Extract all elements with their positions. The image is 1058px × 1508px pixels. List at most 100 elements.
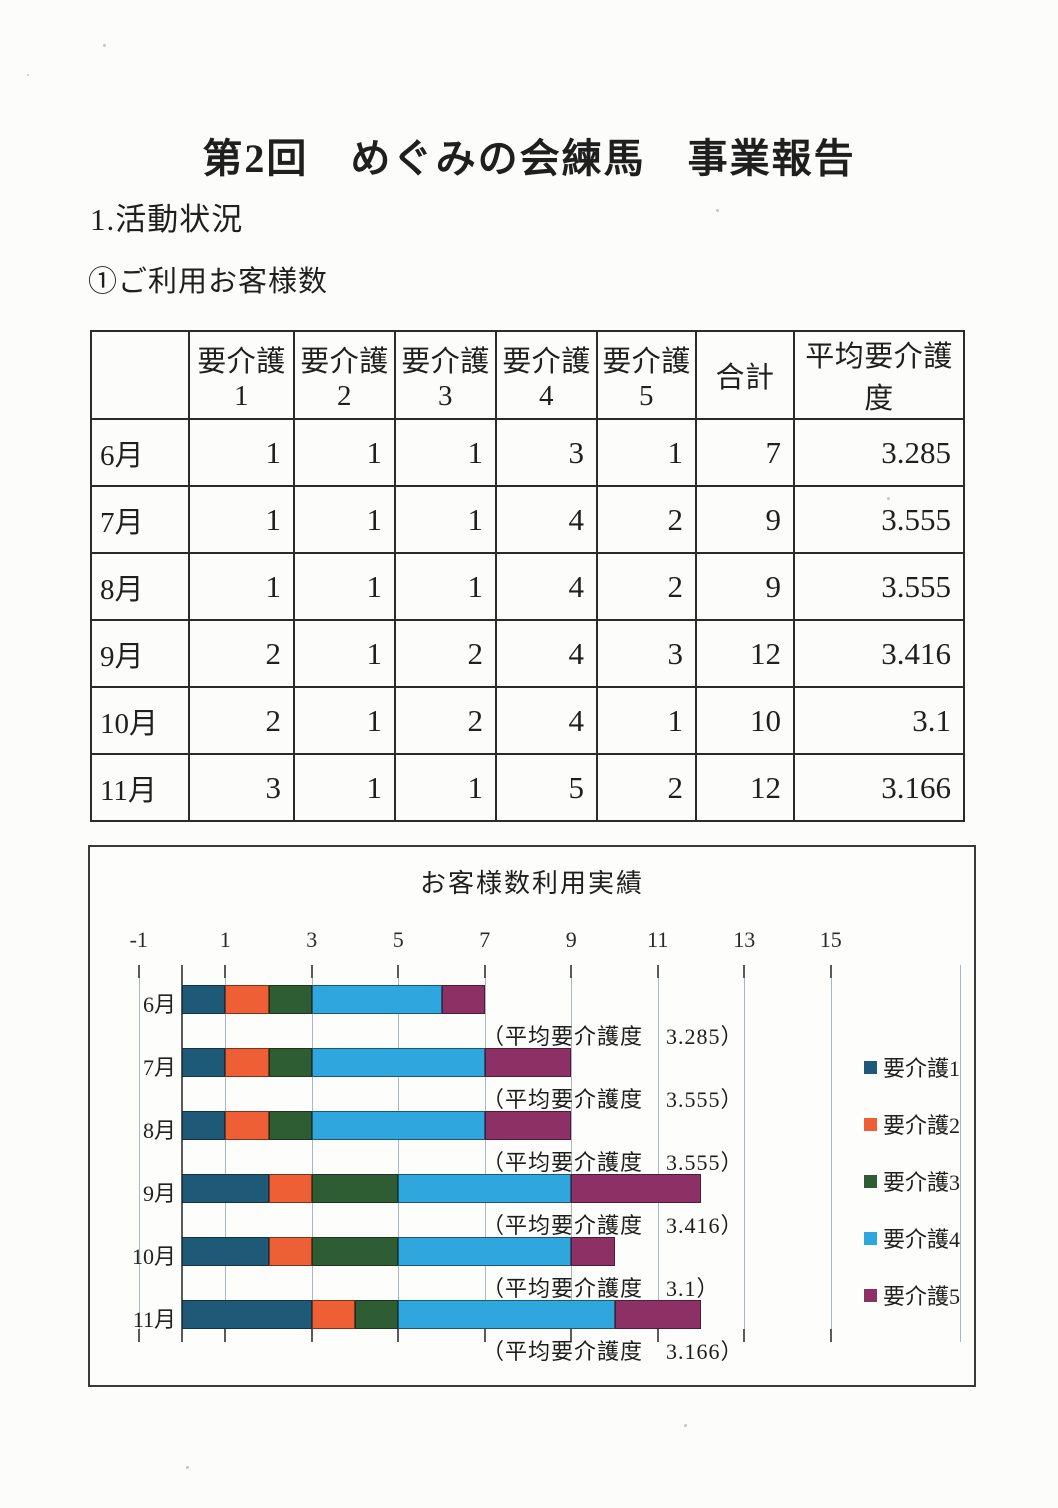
bar-segment-要介護3 [311, 1174, 399, 1203]
bar-segment-要介護4 [311, 985, 442, 1014]
value-cell: 3 [596, 619, 697, 688]
table-row: 7月 1 1 1 4 2 9 3.555 [90, 485, 965, 554]
bar-row [182, 1048, 572, 1077]
category-label: 11月 [132, 1307, 176, 1332]
bar-segment-要介護3 [268, 985, 312, 1014]
x-axis-label: 1 [219, 927, 231, 952]
tick-mark [137, 1329, 140, 1342]
value-cell: 2 [596, 753, 697, 822]
value-cell: 2 [394, 686, 497, 755]
column-header: 要介護4 [495, 330, 598, 420]
value-cell: 1 [394, 485, 497, 554]
chart-legend: 要介護1 要介護2 要介護3 要介護4 要介護5 [864, 1054, 960, 1339]
scan-speck [716, 209, 719, 212]
value-cell: 3.416 [793, 619, 965, 688]
usage-table-body: 6月 1 1 1 3 1 7 3.285 7月 1 1 1 4 2 9 3.555 8月 1 1 1 4 2 9 3.555 9… [90, 418, 965, 822]
column-header [90, 330, 190, 420]
category-label: 8月 [142, 1118, 176, 1143]
bar-segment-要介護3 [268, 1048, 312, 1077]
value-cell: 1 [596, 686, 697, 755]
value-cell: 2 [394, 619, 497, 688]
value-cell: 1 [293, 753, 396, 822]
legend-label: 要介護2 [883, 1113, 961, 1138]
average-annotation: （平均要介護度 3.416） [482, 1213, 744, 1238]
value-cell: 1 [188, 552, 295, 621]
column-header: 合計 [695, 330, 795, 420]
legend-label: 要介護1 [883, 1056, 961, 1081]
tick-mark [743, 1329, 746, 1342]
legend-item: 要介護2 [864, 1111, 961, 1138]
value-cell: 4 [495, 552, 598, 621]
table-header-row: 要介護1 要介護2 要介護3 要介護4 要介護5 合計 平均要介護度 [90, 330, 965, 420]
month-cell: 6月 [90, 418, 190, 487]
bar-segment-要介護1 [182, 1174, 269, 1203]
average-annotation: （平均要介護度 3.166） [482, 1339, 744, 1364]
bar-segment-要介護2 [225, 1111, 269, 1140]
care-level-table: 要介護1 要介護2 要介護3 要介護4 要介護5 合計 平均要介護度 6月 1 1 1 3 1 7 3.2… [90, 330, 965, 822]
value-cell: 10 [695, 686, 795, 755]
tick-mark [483, 965, 486, 978]
value-cell: 4 [495, 619, 598, 688]
gridline [744, 965, 746, 1342]
legend-swatch [864, 1060, 877, 1074]
x-axis-label: 11 [647, 927, 669, 952]
section-heading: 1.活動状況 [90, 202, 244, 237]
value-cell: 3.285 [793, 418, 965, 487]
category-label: 10月 [131, 1244, 176, 1269]
gridline [657, 965, 659, 1342]
bar-segment-要介護3 [311, 1237, 399, 1266]
scan-speck [103, 44, 106, 47]
legend-item: 要介護1 [864, 1054, 961, 1081]
value-cell: 5 [495, 753, 598, 822]
value-cell: 1 [394, 753, 497, 822]
bar-segment-要介護2 [268, 1237, 312, 1266]
bar-segment-要介護4 [398, 1174, 572, 1203]
value-cell: 3.166 [793, 753, 965, 822]
x-axis-label: 5 [392, 927, 404, 952]
gridline [484, 965, 486, 1342]
x-axis-label: 15 [819, 927, 842, 952]
tick-mark [397, 965, 400, 978]
scan-speck [27, 74, 29, 76]
value-cell: 1 [188, 485, 295, 554]
tick-mark [743, 965, 746, 978]
chart-title: お客様数利用実績 [419, 869, 644, 898]
legend-item: 要介護3 [864, 1168, 960, 1195]
gridline [830, 965, 832, 1342]
average-annotation: （平均要介護度 3.285） [482, 1024, 744, 1049]
tick-mark [224, 1329, 227, 1342]
x-axis-label: 7 [479, 927, 491, 952]
value-cell: 4 [495, 686, 598, 755]
gridline [225, 965, 227, 1342]
value-cell: 3.1 [793, 686, 965, 755]
table-row: 6月 1 1 1 3 1 7 3.285 [90, 418, 965, 487]
tick-mark [570, 965, 573, 978]
bar-row [182, 985, 485, 1014]
legend-label: 要介護4 [883, 1227, 961, 1252]
tick-mark [310, 965, 313, 978]
tick-mark [829, 965, 832, 978]
value-cell: 12 [695, 619, 795, 688]
bar-segment-要介護4 [311, 1111, 485, 1140]
bar-segment-要介護5 [484, 1111, 572, 1140]
bar-row [182, 1111, 572, 1140]
value-cell: 2 [188, 619, 295, 688]
bar-segment-要介護1 [182, 1048, 226, 1077]
bar-segment-要介護2 [268, 1174, 312, 1203]
legend-item: 要介護5 [864, 1282, 960, 1309]
x-axis-label: 9 [565, 927, 577, 952]
table-row: 11月 3 1 1 5 2 12 3.166 [90, 753, 965, 822]
value-cell: 1 [394, 552, 497, 621]
month-cell: 8月 [90, 552, 190, 621]
legend-swatch [864, 1174, 877, 1188]
bar-segment-要介護5 [441, 985, 485, 1014]
bar-segment-要介護3 [355, 1300, 399, 1329]
x-axis-label: -1 [129, 927, 148, 952]
tick-mark [656, 965, 659, 978]
value-cell: 1 [188, 418, 295, 487]
table-row: 9月 2 1 2 4 3 12 3.416 [90, 619, 965, 688]
gridline [311, 965, 313, 1342]
value-cell: 2 [596, 552, 697, 621]
legend-swatch [864, 1231, 877, 1245]
